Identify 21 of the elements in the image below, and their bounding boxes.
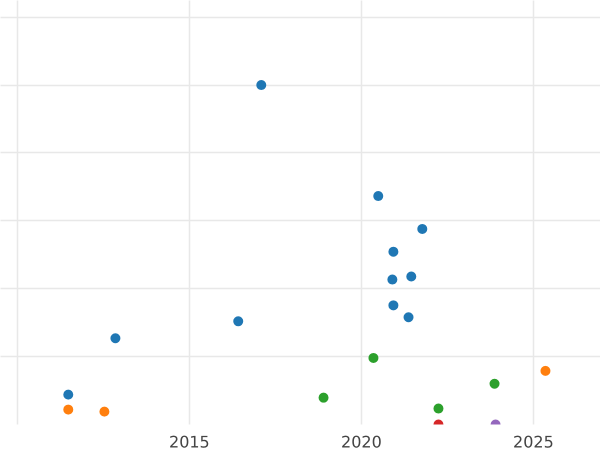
point xyxy=(318,392,329,403)
point xyxy=(540,366,550,376)
point xyxy=(406,272,416,282)
point xyxy=(373,191,384,202)
point xyxy=(387,274,398,285)
point xyxy=(256,80,266,90)
point xyxy=(388,246,398,257)
point xyxy=(63,390,74,400)
point xyxy=(433,404,444,414)
point xyxy=(417,224,428,234)
point xyxy=(63,404,74,415)
x-tick-label: 2015 xyxy=(169,432,210,450)
point xyxy=(388,300,398,310)
point xyxy=(404,312,414,322)
point xyxy=(368,352,378,363)
x-tick-label: 2025 xyxy=(513,432,554,450)
point xyxy=(490,378,500,389)
point xyxy=(110,333,120,344)
point xyxy=(233,316,244,326)
point xyxy=(99,406,110,417)
x-tick-label: 2020 xyxy=(341,432,382,450)
